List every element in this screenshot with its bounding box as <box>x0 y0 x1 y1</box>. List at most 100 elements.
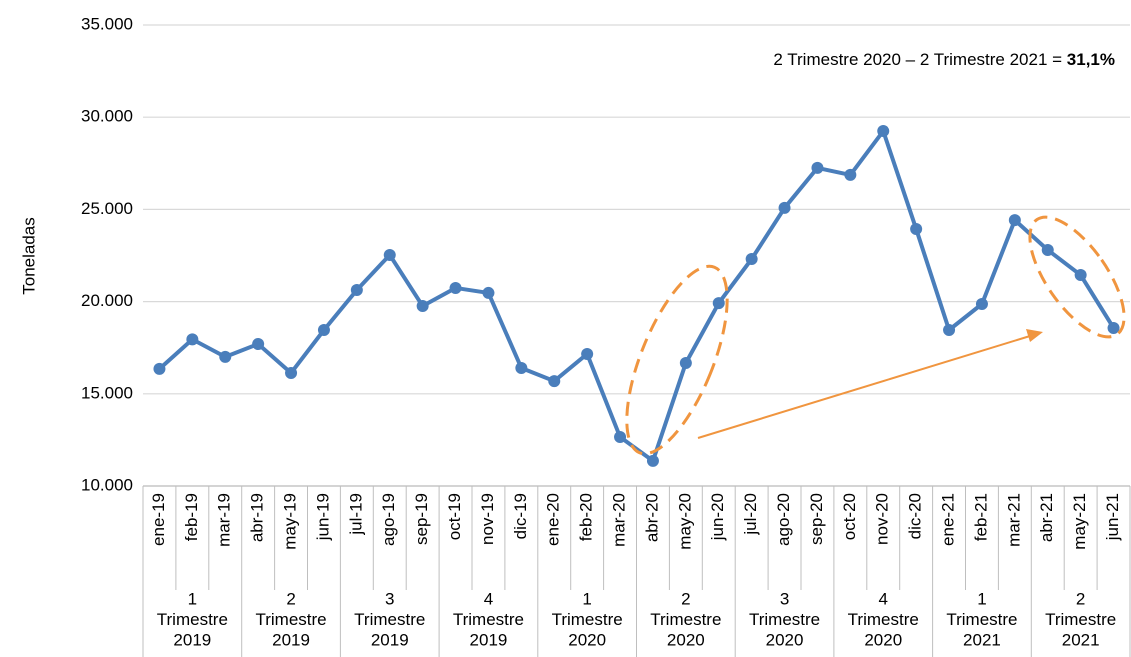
quarter-label: 2019 <box>173 630 211 649</box>
x-tick-label: may-20 <box>675 493 694 550</box>
quarter-label: 4 <box>484 589 493 608</box>
point <box>745 253 758 266</box>
highlight-ellipse <box>625 264 729 456</box>
point <box>581 347 594 360</box>
quarter-label: Trimestre <box>946 610 1017 629</box>
quarter-label: 2 <box>681 589 690 608</box>
x-tick-label: ene-20 <box>544 493 563 546</box>
x-tick-label: abr-19 <box>248 493 267 542</box>
quarter-label: Trimestre <box>453 610 524 629</box>
x-tick-label: feb-20 <box>577 493 596 541</box>
quarter-label: 2020 <box>766 630 804 649</box>
x-tick-label: mar-20 <box>610 493 629 547</box>
point <box>614 430 627 443</box>
point <box>844 168 857 181</box>
quarter-label: 2021 <box>1062 630 1100 649</box>
quarter-label: 2020 <box>667 630 705 649</box>
x-tick-label: dic-19 <box>511 493 530 539</box>
quarter-label: 2020 <box>864 630 902 649</box>
quarter-label: Trimestre <box>354 610 425 629</box>
quarter-label: 2 <box>286 589 295 608</box>
quarter-label: Trimestre <box>848 610 919 629</box>
quarter-label: 3 <box>780 589 789 608</box>
quarter-label: 1 <box>582 589 591 608</box>
x-tick-label: feb-21 <box>971 493 990 541</box>
point <box>219 350 232 363</box>
arrow <box>697 335 1031 439</box>
point <box>416 300 429 313</box>
point <box>877 125 890 138</box>
quarter-label: Trimestre <box>1045 610 1116 629</box>
line <box>158 129 1116 463</box>
y-tick-label: 25.000 <box>81 199 133 218</box>
x-tick-label: sep-20 <box>807 493 826 545</box>
quarter-label: 2019 <box>371 630 409 649</box>
x-tick-label: ene-21 <box>939 493 958 546</box>
x-tick-label: dic-20 <box>906 493 925 539</box>
point <box>910 222 923 235</box>
x-tick-label: jul-20 <box>741 493 760 536</box>
point <box>1074 269 1087 282</box>
point <box>383 248 396 261</box>
highlight-ellipse <box>1028 215 1126 339</box>
x-tick-label: ago-20 <box>774 493 793 546</box>
quarter-label: Trimestre <box>255 610 326 629</box>
quarter-label: Trimestre <box>650 610 721 629</box>
point <box>482 286 495 299</box>
x-tick-label: jun-20 <box>708 493 727 541</box>
quarter-label: Trimestre <box>749 610 820 629</box>
x-tick-label: abr-20 <box>642 493 661 542</box>
x-tick-label: nov-19 <box>478 493 497 545</box>
quarter-label: 1 <box>977 589 986 608</box>
x-tick-label: ene-19 <box>149 493 168 546</box>
point <box>811 161 824 174</box>
point <box>153 362 166 375</box>
x-tick-label: sep-19 <box>412 493 431 545</box>
point <box>1041 243 1054 256</box>
quarter-label: 2021 <box>963 630 1001 649</box>
x-tick-label: feb-19 <box>182 493 201 541</box>
x-tick-label: oct-20 <box>840 493 859 540</box>
point <box>515 361 528 374</box>
point <box>350 283 363 296</box>
x-tick-label: may-19 <box>281 493 300 550</box>
quarter-label: Trimestre <box>157 610 228 629</box>
quarter-label: 1 <box>188 589 197 608</box>
arrow-head <box>1026 329 1043 342</box>
quarter-label: 2 <box>1076 589 1085 608</box>
quarter-label: 4 <box>879 589 888 608</box>
point <box>975 297 988 310</box>
annotation-text: 2 Trimestre 2020 – 2 Trimestre 2021 = <box>773 50 1066 69</box>
x-tick-label: nov-20 <box>873 493 892 545</box>
x-tick-label: mar-21 <box>1004 493 1023 547</box>
point <box>712 297 725 310</box>
y-tick-label: 20.000 <box>81 291 133 310</box>
point <box>1107 321 1120 334</box>
x-tick-label: mar-19 <box>215 493 234 547</box>
x-tick-label: may-21 <box>1070 493 1089 550</box>
y-tick-label: 10.000 <box>81 475 133 494</box>
quarter-label: 2019 <box>470 630 508 649</box>
point <box>186 333 199 346</box>
point <box>1008 214 1021 227</box>
point <box>646 454 659 467</box>
y-axis-label: Toneladas <box>19 217 38 295</box>
quarter-label: 2020 <box>568 630 606 649</box>
point <box>449 281 462 294</box>
x-tick-label: jun-19 <box>313 493 332 541</box>
y-tick-label: 15.000 <box>81 383 133 402</box>
x-tick-label: abr-21 <box>1037 493 1056 542</box>
x-tick-label: jun-21 <box>1103 493 1122 541</box>
x-tick-label: jul-19 <box>346 493 365 536</box>
point <box>548 375 561 388</box>
point <box>317 323 330 336</box>
point <box>943 323 956 336</box>
quarter-label: Trimestre <box>552 610 623 629</box>
point <box>285 366 298 379</box>
y-tick-label: 35.000 <box>81 14 133 33</box>
annotation: 2 Trimestre 2020 – 2 Trimestre 2021 = 31… <box>773 50 1115 69</box>
point <box>778 201 791 214</box>
x-tick-label: ago-19 <box>379 493 398 546</box>
x-tick-label: oct-19 <box>445 493 464 540</box>
